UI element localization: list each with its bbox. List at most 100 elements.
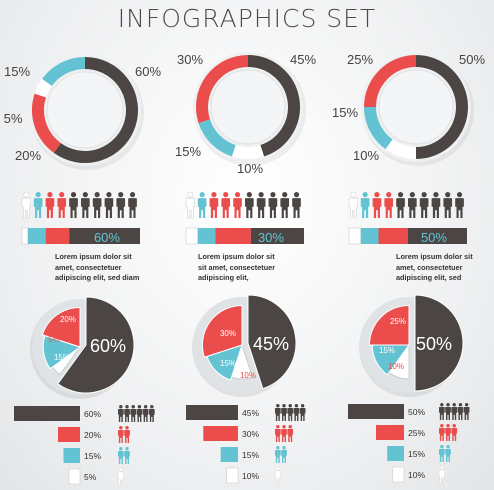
pie-label: 10%	[388, 362, 404, 371]
bar	[186, 405, 238, 420]
pie-slice-30pct	[202, 304, 243, 358]
person-icon	[443, 192, 453, 218]
description-text: Lorem ipsum dolor sit sit amet, consectet…	[198, 252, 275, 284]
pie-label: 15%	[379, 346, 395, 355]
ring-segment-30pct	[196, 55, 249, 124]
people-bar-segment	[45, 228, 70, 244]
person-icon	[45, 192, 55, 218]
pie-slice-60pct	[57, 296, 135, 394]
person-icon	[116, 192, 126, 218]
ring-backplate	[361, 52, 471, 162]
ring-label: 60%	[135, 64, 161, 79]
bar	[387, 446, 404, 461]
person-icon	[463, 403, 470, 420]
person-icon	[92, 192, 102, 218]
pie-label: 45%	[253, 334, 289, 354]
description-line: Lorem ipsum dolor sit	[55, 252, 132, 261]
people-bar-value: 30%	[258, 230, 284, 245]
ring-label: 15%	[332, 105, 358, 120]
pie-slice-15pct	[42, 334, 82, 370]
pie-slice-10pct	[230, 343, 254, 380]
bar	[58, 427, 80, 442]
person-icon	[124, 426, 130, 443]
ring-label: 10%	[237, 161, 263, 176]
person-icon	[451, 424, 458, 441]
person-icon	[457, 403, 464, 420]
bar	[220, 447, 238, 462]
person-icon	[455, 192, 464, 218]
people-bar-value: 60%	[94, 230, 120, 245]
person-icon	[130, 405, 137, 422]
person-icon	[360, 192, 370, 218]
people-bar-segment	[197, 228, 216, 244]
ring-label: 50%	[459, 52, 485, 67]
pie-shadow	[192, 297, 292, 397]
bar-label: 25%	[408, 428, 425, 438]
ring-label: 15%	[4, 64, 30, 79]
person-icon	[185, 191, 195, 219]
person-icon	[348, 191, 358, 219]
bar	[14, 406, 80, 421]
bar	[348, 404, 404, 419]
pie-base	[194, 297, 290, 393]
ring-segment-15pct	[198, 119, 236, 157]
people-bar-segment	[69, 228, 140, 244]
person-icon	[33, 192, 43, 218]
description-line: Lorem ipsum dolor sit	[198, 252, 275, 261]
person-icon	[57, 192, 67, 218]
pie-slice-20pct	[41, 306, 81, 348]
bar	[376, 425, 404, 440]
person-icon	[118, 405, 124, 422]
ring-hole	[210, 69, 286, 145]
person-icon	[233, 192, 242, 218]
pie-label: 15%	[54, 353, 70, 362]
ring-hole	[378, 69, 454, 145]
bar	[392, 466, 405, 483]
person-icon	[445, 424, 451, 441]
people-bar-segment	[185, 227, 199, 245]
person-icon	[372, 192, 382, 218]
person-icon	[197, 192, 207, 218]
pie-label: 15%	[220, 359, 236, 368]
pie-label: 25%	[390, 317, 406, 326]
description-text: Lorem ipsum dolor sit amet, consectetuer a…	[55, 252, 139, 284]
person-icon	[117, 467, 124, 486]
people-bar-segment	[215, 228, 251, 244]
ring-segment-20pct	[32, 93, 62, 153]
ring-segment-25pct	[364, 55, 417, 108]
person-icon	[439, 403, 445, 420]
ring-segment-60pct	[53, 57, 138, 163]
person-icon	[136, 405, 143, 422]
ring-label: 30%	[177, 52, 203, 67]
bar-label: 20%	[84, 430, 101, 440]
ring-label: 25%	[347, 52, 373, 67]
ring-backplate	[29, 54, 141, 166]
pie-label: 60%	[90, 336, 126, 356]
bar-label: 10%	[242, 471, 259, 481]
ring-label: 20%	[15, 148, 41, 163]
ring-label: 10%	[353, 148, 379, 163]
ring-backplate	[193, 52, 303, 162]
pie-slice-45pct	[247, 294, 297, 390]
person-icon	[149, 405, 155, 422]
pie-label: 20%	[60, 315, 76, 324]
person-icon	[451, 403, 458, 420]
description-line: amet, consectetuer	[55, 262, 122, 272]
bar	[226, 467, 239, 484]
bar	[63, 448, 80, 463]
pie-label: 10%	[240, 371, 256, 380]
pie-shadow	[359, 297, 459, 397]
person-icon	[281, 404, 287, 421]
person-icon	[287, 425, 294, 442]
bar-label: 5%	[84, 472, 97, 482]
ring-hole	[46, 71, 124, 149]
person-icon	[81, 192, 90, 218]
description-line: adipiscing elit, sed diam	[55, 273, 140, 282]
